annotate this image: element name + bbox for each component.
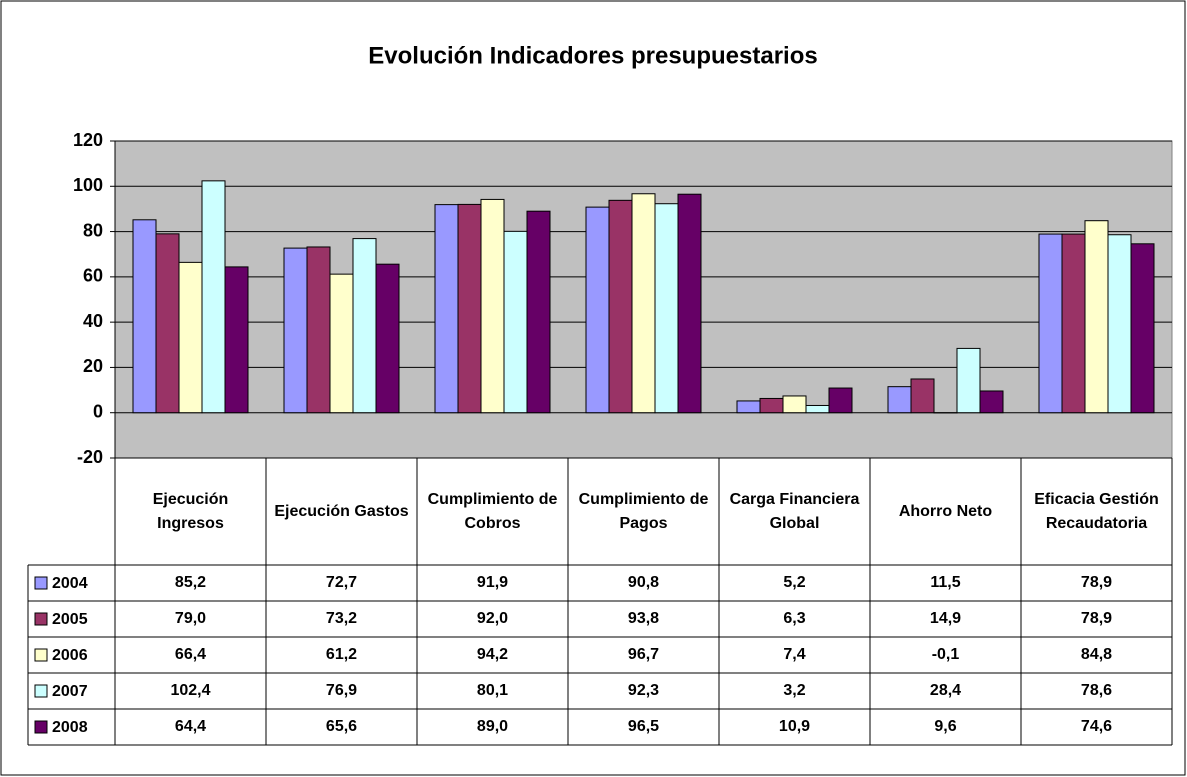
bar — [283, 247, 308, 414]
table-value: 78,6 — [1081, 682, 1112, 699]
bar — [979, 390, 1004, 414]
table-value: 3,2 — [783, 682, 805, 699]
table-value: 84,8 — [1081, 646, 1112, 663]
table-value: 89,0 — [477, 718, 508, 735]
table-value: 64,4 — [175, 718, 206, 735]
table-value: 65,6 — [326, 718, 357, 735]
table-value: -0,1 — [932, 646, 960, 663]
bar — [178, 261, 203, 414]
category-label: Ejecución Gastos — [274, 502, 409, 520]
bar — [503, 230, 528, 414]
bar — [375, 263, 400, 414]
table-value: 72,7 — [326, 574, 357, 591]
table-value: 78,9 — [1081, 610, 1112, 627]
y-tick-label: 40 — [83, 311, 103, 331]
category-label: Cumplimiento de Pagos — [578, 490, 709, 532]
bar — [910, 378, 935, 414]
legend-label: 2004 — [52, 575, 88, 592]
legend-key — [34, 576, 48, 590]
category-label: Ahorro Neto — [898, 502, 993, 520]
category-label: Carga Financiera Global — [729, 490, 860, 532]
bar — [677, 193, 702, 414]
table-value: 73,2 — [326, 610, 357, 627]
bar — [224, 266, 249, 414]
bar — [1130, 243, 1155, 414]
bar — [329, 273, 354, 414]
category-label: Eficacia Gestión Recaudatoria — [1034, 490, 1159, 532]
bar — [352, 238, 377, 414]
bar — [155, 233, 180, 414]
legend-label: 2005 — [52, 611, 88, 628]
table-value: 91,9 — [477, 574, 508, 591]
table-value: 92,3 — [628, 682, 659, 699]
bar — [306, 246, 331, 414]
table-value: 102,4 — [170, 682, 210, 699]
table-value: 10,9 — [779, 718, 810, 735]
bar — [805, 404, 830, 414]
legend-label: 2006 — [52, 647, 88, 664]
y-tick-label: 0 — [93, 401, 103, 421]
bar — [1107, 234, 1132, 414]
y-tick-label: 100 — [73, 175, 103, 195]
table-value: 11,5 — [930, 574, 960, 591]
table-value: 76,9 — [326, 682, 357, 699]
y-tick-label: -20 — [77, 447, 103, 467]
y-tick-label: 80 — [83, 220, 103, 240]
table-value: 80,1 — [477, 682, 508, 699]
bar — [1038, 233, 1063, 414]
bar — [585, 206, 610, 414]
table-value: 6,3 — [783, 610, 805, 627]
bar — [132, 219, 157, 414]
table-value: 90,8 — [628, 574, 659, 591]
bar — [736, 400, 761, 414]
table-value: 61,2 — [326, 646, 357, 663]
bar — [1061, 233, 1086, 414]
table-value: 85,2 — [175, 574, 206, 591]
bar — [631, 193, 656, 414]
bar — [759, 397, 784, 414]
table-value: 79,0 — [175, 610, 206, 627]
chart-title: Evolución Indicadores presupuestarios — [368, 42, 817, 69]
legend-label: 2007 — [52, 683, 88, 700]
bar — [654, 203, 679, 414]
table-value: 14,9 — [930, 610, 961, 627]
bar — [828, 387, 853, 414]
table-value: 96,5 — [628, 718, 659, 735]
bar — [480, 198, 505, 414]
bar — [887, 386, 912, 414]
table-value: 9,6 — [934, 718, 956, 735]
table-value: 94,2 — [477, 646, 508, 663]
category-label: Cumplimiento de Cobros — [427, 490, 558, 532]
table-value: 7,4 — [783, 646, 805, 663]
bar — [434, 204, 459, 414]
bar — [201, 180, 226, 414]
legend-label: 2008 — [52, 719, 88, 736]
category-label: Ejecución Ingresos — [152, 490, 229, 532]
y-tick-label: 120 — [73, 130, 103, 150]
table-value: 28,4 — [930, 682, 961, 699]
legend-key — [34, 684, 48, 698]
table-value: 93,8 — [628, 610, 659, 627]
legend-key — [34, 720, 48, 734]
y-tick-label: 20 — [83, 356, 103, 376]
bar — [1084, 220, 1109, 414]
table-value: 92,0 — [477, 610, 508, 627]
table-value: 74,6 — [1081, 718, 1112, 735]
table-value: 96,7 — [628, 646, 659, 663]
table-value: 5,2 — [783, 574, 805, 591]
y-tick-label: 60 — [83, 266, 103, 286]
table-value: 66,4 — [175, 646, 206, 663]
bar — [457, 203, 482, 414]
bar — [956, 347, 981, 414]
bar — [782, 395, 807, 414]
bar — [608, 199, 633, 414]
bar — [526, 210, 551, 414]
legend-key — [34, 612, 48, 626]
table-value: 78,9 — [1081, 574, 1112, 591]
legend-key — [34, 648, 48, 662]
